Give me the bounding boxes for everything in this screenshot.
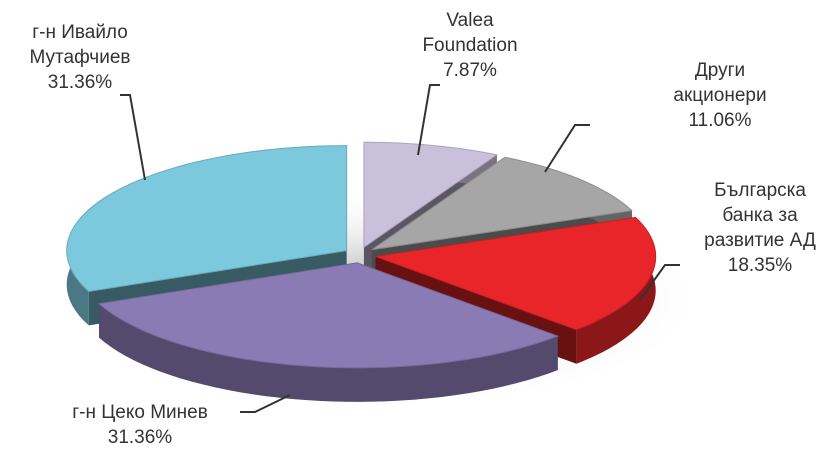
slice: [371, 156, 633, 251]
category-label: Други акционери: [673, 60, 767, 106]
slice: [97, 262, 560, 369]
category-label: г-н Цеко Минев: [72, 402, 208, 423]
value-label: 7.87%: [443, 60, 497, 81]
slice-side: [99, 303, 558, 402]
slice-label: г-н Ивайло Мутафчиев 31.36%: [5, 20, 155, 95]
slice-label: г-н Цеко Минев 31.36%: [40, 400, 240, 450]
slices: [66, 141, 657, 402]
category-label: г-н Ивайло Мутафчиев: [29, 22, 131, 68]
slice: [375, 216, 657, 331]
category-label: Българска банка за развитие АД: [704, 180, 816, 251]
slice: [66, 145, 348, 292]
slice-label: Българска банка за развитие АД 18.35%: [690, 178, 828, 278]
slice-label: Valea Foundation 7.87%: [405, 8, 535, 83]
leaders: [120, 84, 680, 413]
value-label: 31.36%: [107, 427, 173, 448]
category-label: Valea Foundation: [422, 10, 518, 56]
value-label: 11.06%: [688, 110, 752, 131]
slice-label: Други акционери 11.06%: [660, 58, 780, 133]
value-label: 31.36%: [47, 72, 113, 93]
slice: [363, 141, 499, 249]
value-label: 18.35%: [727, 255, 793, 276]
slice-side: [576, 217, 656, 364]
